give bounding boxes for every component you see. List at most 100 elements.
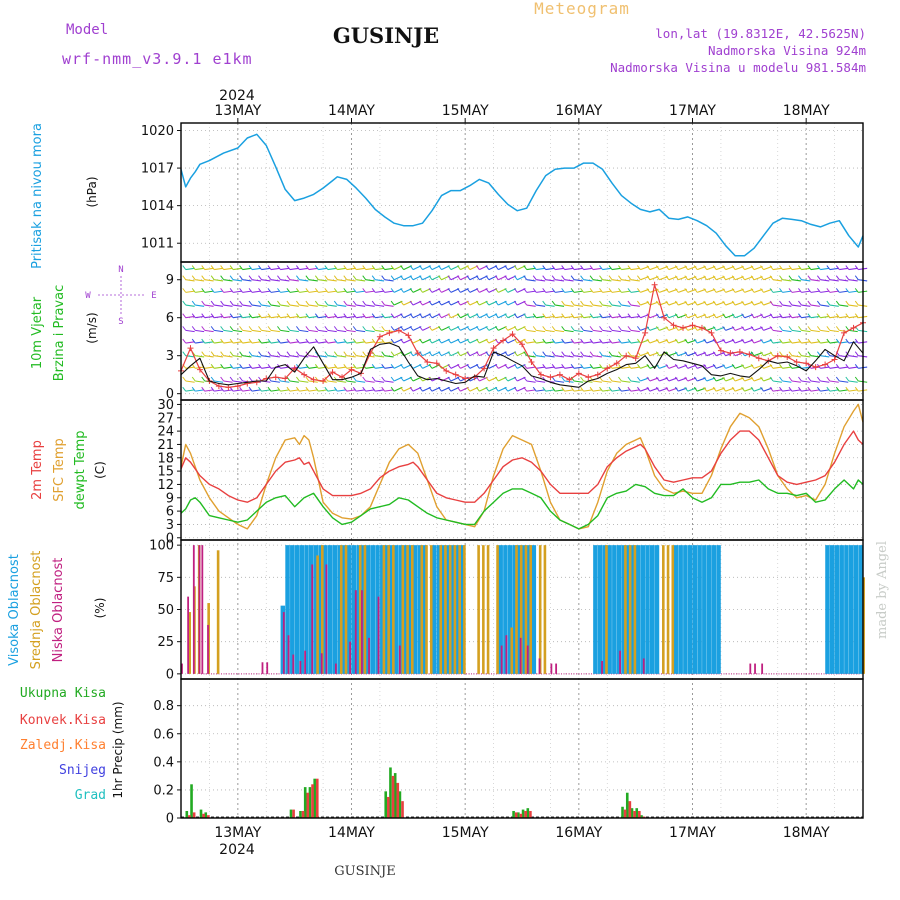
cloud-bar-mid [420, 545, 424, 674]
wind-arrow [618, 326, 631, 333]
y-tick-label: 1011 [141, 237, 174, 252]
wind-arrow-barb [684, 386, 689, 392]
wind-arrow-barb [400, 386, 404, 392]
precip-bar-total [313, 778, 316, 818]
wind-arrow-barb [637, 326, 641, 331]
wind-arrow-barb [750, 288, 755, 293]
wind-arrow-shaft [308, 279, 318, 282]
wind-arrow-barb [248, 275, 253, 281]
wind-arrow [201, 326, 214, 333]
cloud-bar-mid [477, 545, 480, 674]
wind-arrow-shaft [214, 341, 224, 344]
wind-arrow-barb [438, 288, 442, 293]
wind-speed-marker [661, 314, 668, 321]
wind-arrow-barb [542, 275, 547, 281]
wind-arrow-shaft [592, 366, 603, 369]
cloud-bar-mid [662, 545, 665, 674]
wind-arrow [580, 300, 593, 307]
wind-arrow [201, 313, 214, 319]
wind-arrow-barb [523, 386, 528, 392]
wind-arrow [826, 386, 839, 392]
wind-arrow-barb [523, 326, 528, 331]
wind-arrow-barb [542, 338, 547, 344]
wind-arrow-barb [570, 364, 575, 369]
wind-arrow [220, 338, 233, 344]
wind-arrow [286, 338, 299, 344]
wind-arrow [258, 386, 271, 392]
wind-speed-marker [395, 327, 402, 334]
wind-arrow-barb [286, 288, 291, 293]
wind-arrow-barb [277, 326, 281, 331]
wind-arrow-barb [589, 326, 594, 331]
wind-arrow-shaft [848, 389, 858, 392]
wind-arrow-barb [267, 364, 272, 369]
wind-arrow [352, 275, 366, 282]
wind-arrow-shaft [270, 315, 280, 319]
wind-arrow-barb [485, 364, 490, 369]
wind-arrow-shaft [536, 380, 546, 383]
wind-arrow-barb [637, 288, 641, 293]
wind-arrow [352, 313, 366, 319]
cloud-bar-high [706, 545, 712, 674]
wind-arrow-barb [438, 265, 442, 270]
wind-arrow-barb [665, 338, 670, 344]
wind-arrow-shaft [772, 341, 783, 344]
wind-arrow-shaft [327, 389, 337, 392]
wind-arrow [239, 338, 252, 344]
wind-arrow-barb [248, 351, 253, 356]
wind-arrow-shaft [772, 304, 783, 307]
wind-arrow [324, 265, 337, 271]
cloud-bar-high [631, 545, 636, 674]
cloud-bar-high [318, 545, 323, 674]
wind-arrow-shaft [233, 355, 243, 358]
wind-arrow [532, 300, 546, 307]
cloud-bar-high [602, 545, 608, 674]
wind-arrow-shaft [564, 355, 574, 358]
wind-arrow-barb [305, 364, 310, 369]
wind-arrow [807, 313, 820, 319]
precip-bar-total [393, 773, 397, 818]
wind-arrow-shaft [526, 304, 536, 307]
wind-arrow [835, 364, 849, 369]
wind-arrow [807, 386, 820, 392]
wind-arrow-shaft [289, 304, 299, 307]
wind-arrow [333, 338, 347, 344]
cloud-bar-high [531, 545, 537, 674]
wind-arrow-shaft [782, 290, 792, 293]
wind-speed-marker [642, 329, 649, 336]
cloud-bar-high [361, 545, 366, 674]
wind-arrow [599, 300, 612, 307]
wind-arrow-barb [703, 376, 708, 382]
y-tick-label: 12 [157, 478, 174, 493]
wind-arrow-barb [182, 351, 187, 356]
low-cloud-label: Niska Oblacnost [51, 558, 66, 663]
wind-arrow-barb [229, 300, 234, 306]
wind-arrow-shaft [583, 315, 593, 319]
cloud-bar-high [645, 545, 650, 674]
wind-arrow-barb [475, 326, 480, 331]
cloud-bar-mid [216, 550, 220, 674]
wind-arrow-shaft [270, 355, 280, 358]
wind-arrow-barb [428, 313, 433, 319]
wind-arrow-barb [296, 313, 300, 319]
wind-arrow-barb [381, 351, 386, 356]
wind-arrow [286, 300, 299, 307]
wind-arrow-shaft [526, 290, 536, 293]
wind-arrow-barb [693, 364, 698, 369]
wind-speed-marker [528, 359, 535, 366]
wind-arrow-barb [409, 300, 414, 306]
wind-arrow-barb [248, 288, 253, 293]
wind-speed-marker [244, 380, 251, 387]
wind-arrow-shaft [375, 389, 385, 392]
wind-arrow-barb [693, 338, 698, 344]
wind-arrow-shaft [204, 355, 214, 358]
wind-arrow-shaft [574, 279, 584, 282]
precip-bar-convective [642, 816, 646, 818]
wind-arrow-barb [637, 313, 641, 319]
cloud-bar-low [311, 564, 314, 674]
wind-arrow [333, 386, 347, 392]
wind-arrow [835, 288, 849, 293]
y-tick-label: 18 [157, 451, 174, 466]
wind-arrow-barb [655, 376, 660, 382]
cloud-bar-high [697, 545, 702, 674]
